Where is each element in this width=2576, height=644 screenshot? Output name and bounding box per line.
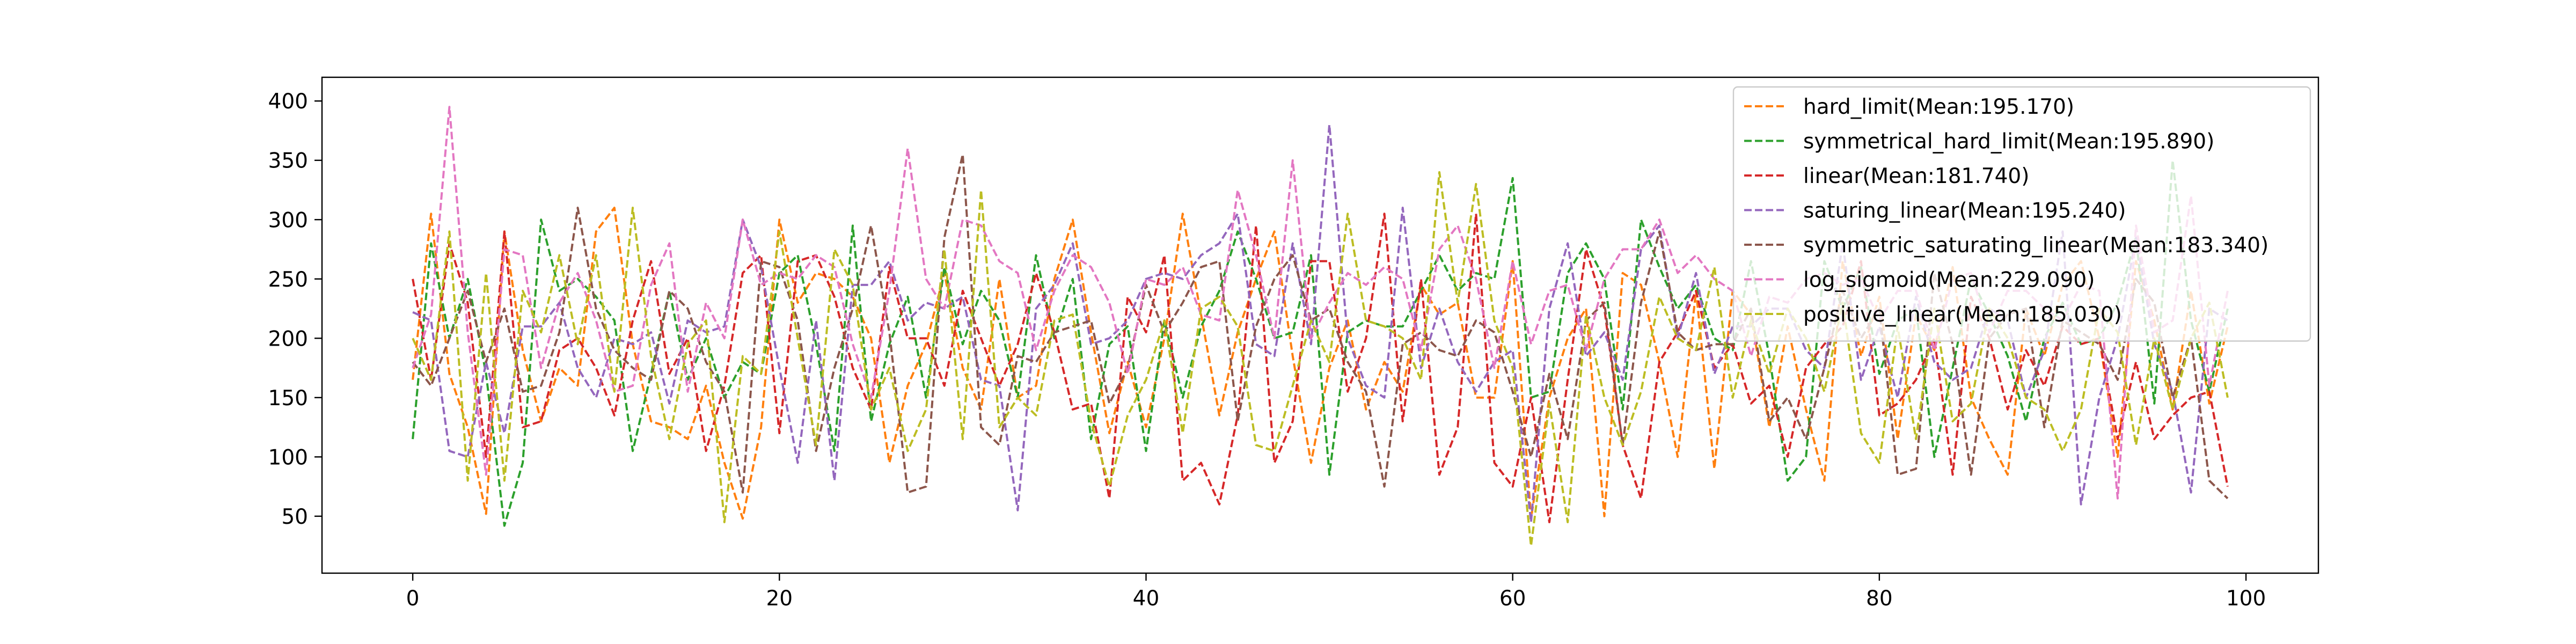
x-tick-label: 40 [1133, 587, 1160, 611]
y-tick-label: 400 [268, 90, 308, 114]
legend-label: linear(Mean:181.740) [1803, 164, 2029, 188]
legend-label: symmetric_saturating_linear(Mean:183.340… [1803, 233, 2268, 258]
y-tick-label: 250 [268, 268, 308, 292]
x-tick-label: 80 [1866, 587, 1893, 611]
series-line-4 [412, 153, 2229, 500]
x-tick-label: 100 [2226, 587, 2266, 611]
y-tick-label: 100 [268, 445, 308, 470]
y-tick-label: 50 [281, 505, 308, 529]
series-line-1 [412, 159, 2229, 527]
legend-label: log_sigmoid(Mean:229.090) [1803, 268, 2095, 292]
legend-box [1732, 86, 2311, 342]
series-line-6 [412, 171, 2229, 547]
y-axis: 50 100 150 200 250 300 350 400 [268, 90, 322, 529]
legend: hard_limit(Mean:195.170) symmetrical_hard… [1732, 86, 2311, 342]
x-axis: 0 20 40 60 80 100 [406, 573, 2266, 611]
legend-label: positive_linear(Mean:185.030) [1803, 303, 2122, 327]
plot-frame [321, 76, 2319, 574]
legend-label: saturing_linear(Mean:195.240) [1803, 199, 2126, 223]
legend-label: symmetrical_hard_limit(Mean:195.890) [1803, 130, 2214, 154]
x-tick-label: 0 [406, 587, 420, 611]
x-tick-label: 60 [1499, 587, 1526, 611]
y-tick-label: 300 [268, 208, 308, 232]
series-line-5 [412, 106, 2229, 500]
y-tick-label: 350 [268, 149, 308, 173]
y-tick-label: 200 [268, 327, 308, 351]
legend-label: hard_limit(Mean:195.170) [1803, 95, 2074, 119]
y-tick-label: 150 [268, 386, 308, 411]
x-tick-label: 20 [766, 587, 793, 611]
